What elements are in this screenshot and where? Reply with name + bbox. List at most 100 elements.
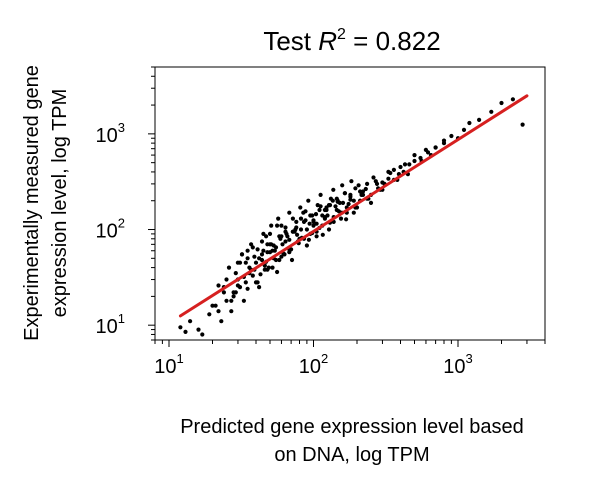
data-point bbox=[229, 298, 234, 303]
data-point bbox=[304, 243, 309, 248]
data-point bbox=[374, 181, 380, 186]
data-point bbox=[342, 191, 347, 196]
data-point bbox=[322, 207, 327, 213]
data-point bbox=[358, 189, 363, 194]
data-point bbox=[412, 153, 417, 158]
data-point bbox=[267, 231, 273, 236]
data-point bbox=[279, 254, 284, 259]
data-point bbox=[351, 198, 356, 203]
data-point bbox=[295, 232, 300, 237]
data-point bbox=[224, 298, 229, 303]
data-point bbox=[344, 217, 349, 222]
data-point bbox=[303, 209, 308, 214]
data-point bbox=[334, 207, 339, 213]
data-point bbox=[257, 285, 262, 290]
data-point bbox=[233, 290, 238, 295]
data-point bbox=[290, 216, 295, 221]
data-point bbox=[318, 192, 323, 197]
data-point bbox=[210, 303, 215, 308]
data-point bbox=[243, 260, 248, 265]
data-point bbox=[489, 109, 494, 114]
data-point bbox=[280, 242, 285, 247]
data-point bbox=[304, 227, 309, 232]
data-point bbox=[365, 181, 370, 186]
data-point bbox=[371, 175, 376, 180]
x-tick-label: 101 bbox=[154, 351, 183, 378]
data-point bbox=[261, 248, 266, 253]
data-point bbox=[391, 167, 396, 172]
data-point bbox=[320, 213, 325, 218]
data-point bbox=[250, 245, 255, 250]
data-point bbox=[320, 232, 325, 237]
data-point bbox=[356, 183, 361, 188]
data-point bbox=[425, 150, 431, 155]
data-point bbox=[310, 213, 315, 218]
data-point bbox=[245, 248, 250, 253]
data-point bbox=[252, 254, 257, 259]
data-point bbox=[287, 237, 292, 242]
data-point bbox=[259, 257, 265, 263]
data-point bbox=[290, 229, 295, 234]
data-point bbox=[449, 133, 454, 139]
data-point bbox=[264, 234, 269, 239]
data-point bbox=[353, 186, 358, 191]
data-point bbox=[289, 257, 295, 263]
data-point bbox=[241, 298, 246, 303]
data-point bbox=[314, 221, 319, 226]
data-point bbox=[301, 219, 307, 224]
data-point bbox=[294, 219, 299, 224]
data-point bbox=[331, 187, 336, 192]
plot-frame bbox=[154, 66, 546, 341]
data-point bbox=[275, 269, 280, 275]
data-point bbox=[275, 223, 280, 228]
chart-title-symbol: R bbox=[318, 26, 337, 56]
data-point bbox=[267, 250, 273, 255]
data-point bbox=[277, 257, 282, 263]
fit-line bbox=[178, 94, 529, 318]
x-tick-label: 103 bbox=[443, 351, 472, 378]
fit-line-layer bbox=[178, 94, 529, 318]
chart-title-superscript: 2 bbox=[337, 26, 346, 43]
data-point bbox=[207, 312, 212, 317]
data-point bbox=[311, 223, 316, 228]
data-point bbox=[231, 294, 236, 299]
data-point bbox=[467, 120, 472, 126]
data-point bbox=[272, 248, 277, 253]
data-points bbox=[178, 97, 525, 337]
data-point bbox=[326, 203, 332, 208]
data-point bbox=[250, 273, 255, 278]
data-point bbox=[235, 260, 240, 265]
data-point bbox=[259, 239, 265, 244]
data-point bbox=[388, 170, 393, 176]
data-point bbox=[510, 97, 515, 102]
y-axis-label-line-1: Experimentally measured gene bbox=[21, 65, 43, 341]
data-point bbox=[196, 327, 201, 332]
data-point bbox=[219, 319, 224, 324]
data-point bbox=[216, 309, 221, 314]
data-point bbox=[306, 237, 311, 242]
data-point bbox=[183, 329, 188, 334]
data-point bbox=[245, 286, 250, 291]
data-point bbox=[178, 325, 183, 330]
data-point bbox=[349, 179, 354, 184]
data-point bbox=[351, 210, 356, 215]
data-point bbox=[398, 164, 403, 170]
data-point bbox=[335, 198, 340, 203]
data-point bbox=[213, 303, 218, 308]
data-point bbox=[326, 227, 332, 232]
y-axis: 101 102 103 bbox=[96, 66, 155, 341]
data-point bbox=[298, 205, 303, 210]
data-point bbox=[258, 272, 263, 277]
x-axis-label-line-1: Predicted gene expression level based bbox=[180, 416, 524, 438]
y-tick-label: 102 bbox=[96, 216, 125, 243]
data-point bbox=[315, 203, 320, 208]
data-point bbox=[287, 210, 292, 215]
data-point bbox=[276, 216, 281, 221]
data-point bbox=[269, 223, 274, 228]
x-axis-label-line-2: on DNA, log TPM bbox=[274, 444, 429, 466]
data-point bbox=[279, 234, 284, 239]
data-point bbox=[265, 242, 270, 247]
data-point bbox=[313, 212, 319, 217]
data-point bbox=[188, 319, 193, 324]
